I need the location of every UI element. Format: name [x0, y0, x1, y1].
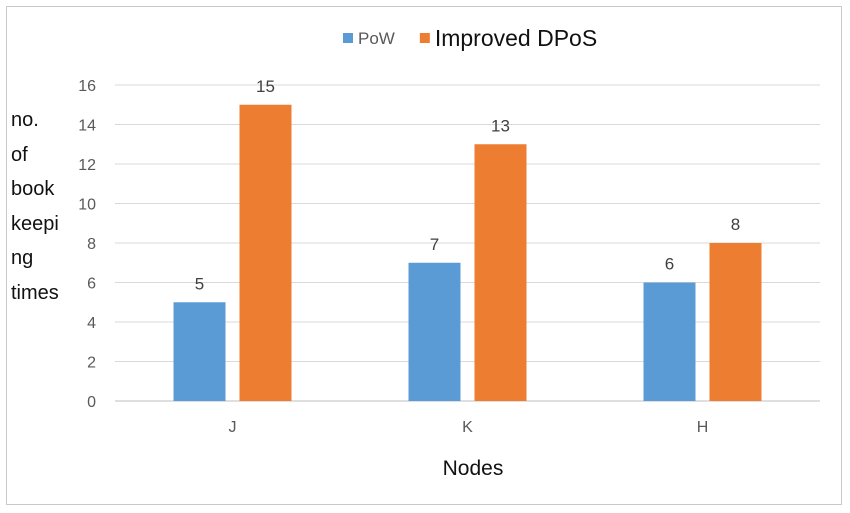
y-tick-label: 2 — [87, 355, 96, 372]
y-tick-label: 0 — [87, 394, 96, 411]
y-axis-title-line: of — [11, 143, 28, 166]
data-label: 13 — [491, 116, 510, 135]
y-axis-title-line: keepi — [11, 212, 59, 235]
legend-label: PoW — [358, 29, 395, 48]
y-axis-title-line: times — [11, 281, 59, 304]
y-tick-label: 4 — [87, 315, 96, 332]
data-label: 7 — [430, 235, 439, 254]
x-tick-label: H — [697, 419, 709, 436]
bars — [173, 104, 762, 401]
y-tick-label: 12 — [78, 157, 96, 174]
data-label: 6 — [665, 255, 674, 274]
data-label: 15 — [256, 77, 275, 96]
y-axis-title-line: ng — [11, 247, 34, 269]
bar-improved-dpos-j — [239, 104, 292, 401]
y-tick-label: 8 — [87, 236, 96, 253]
x-tick-label: J — [229, 419, 237, 436]
y-tick-label: 10 — [78, 197, 96, 214]
legend: PoW Improved DPoS — [343, 25, 597, 51]
x-axis-title: Nodes — [443, 457, 504, 480]
data-labels: 5 15 7 13 6 8 — [195, 77, 740, 294]
bar-pow-k — [408, 262, 461, 401]
y-axis-title-line: book — [11, 178, 55, 200]
bar-improved-dpos-k — [474, 144, 527, 401]
gridlines — [115, 84, 820, 402]
y-axis-title: no. of book keepi ng times — [11, 103, 81, 310]
bar-pow-h — [643, 282, 696, 401]
x-tick-label: K — [462, 419, 473, 436]
bar-pow-j — [173, 302, 226, 401]
legend-label: Improved DPoS — [435, 25, 597, 51]
data-label: 8 — [731, 215, 740, 234]
bar-improved-dpos-h — [709, 243, 762, 401]
legend-swatch — [343, 33, 353, 43]
y-tick-label: 6 — [87, 276, 96, 293]
y-axis-title-line: no. — [11, 109, 39, 131]
legend-swatch — [419, 33, 430, 43]
chart-frame — [6, 6, 842, 505]
y-tick-labels: 0 2 4 6 8 10 12 14 16 — [78, 78, 96, 411]
data-label: 5 — [195, 274, 204, 293]
y-tick-label: 16 — [78, 78, 96, 95]
y-tick-label: 14 — [78, 118, 96, 135]
